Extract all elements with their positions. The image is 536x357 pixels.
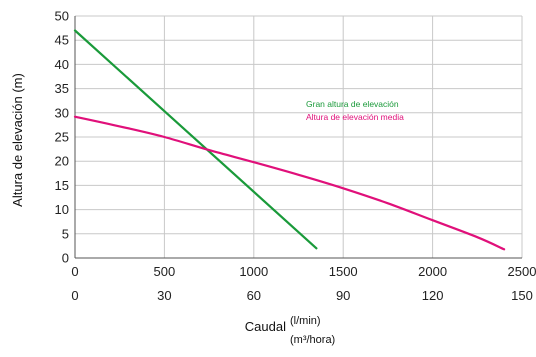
y-tick-label: 45 <box>55 33 69 48</box>
x-tick-label-secondary: 60 <box>247 288 261 303</box>
series-line-1 <box>73 29 318 250</box>
x-tick-label: 0 <box>71 264 78 279</box>
y-tick-label: 0 <box>62 251 69 266</box>
y-axis-label: Altura de elevación (m) <box>10 73 25 207</box>
y-tick-label: 5 <box>62 226 69 241</box>
x-tick-label: 1500 <box>329 264 358 279</box>
y-tick-label: 50 <box>55 9 69 24</box>
x-axis-unit-primary: (l/min) <box>290 315 321 327</box>
y-tick-label: 30 <box>55 105 69 120</box>
legend-entry-1: Gran altura de elevación <box>306 99 399 109</box>
y-tick-label: 25 <box>55 130 69 145</box>
x-axis-label: Caudal <box>245 319 286 334</box>
x-tick-label-secondary: 120 <box>422 288 444 303</box>
y-tick-label: 40 <box>55 57 69 72</box>
x-tick-label-secondary: 0 <box>71 288 78 303</box>
series-group <box>73 29 506 251</box>
series-line-2 <box>73 115 506 251</box>
y-tick-label: 15 <box>55 178 69 193</box>
x-tick-label: 500 <box>154 264 176 279</box>
y-tick-label: 35 <box>55 81 69 96</box>
x-tick-label-secondary: 150 <box>511 288 533 303</box>
legend-entry-2: Altura de elevación media <box>306 112 404 122</box>
y-tick-label: 20 <box>55 154 69 169</box>
x-tick-label-secondary: 90 <box>336 288 350 303</box>
grid <box>75 15 523 258</box>
x-tick-label-secondary: 30 <box>157 288 171 303</box>
x-axis-unit-secondary: (m³/hora) <box>290 334 335 346</box>
legend: Gran altura de elevación Altura de elevac… <box>306 99 404 122</box>
x-tick-label: 1000 <box>239 264 268 279</box>
x-tick-label: 2500 <box>508 264 536 279</box>
axis-labels: Altura de elevación (m) Caudal (l/min) (… <box>10 73 335 346</box>
x-tick-label: 2000 <box>418 264 447 279</box>
axes: 0510152025303540455000500301000601500902… <box>55 9 536 304</box>
y-tick-label: 10 <box>55 202 69 217</box>
